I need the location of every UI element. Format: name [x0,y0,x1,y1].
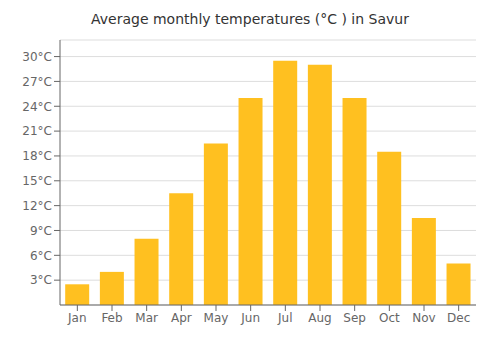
svg-text:May: May [204,311,229,325]
svg-text:Mar: Mar [135,311,158,325]
svg-text:27°C: 27°C [22,75,52,89]
svg-text:24°C: 24°C [22,100,52,114]
svg-text:Sep: Sep [343,311,366,325]
svg-text:Jun: Jun [240,311,260,325]
svg-text:9°C: 9°C [30,224,52,238]
svg-text:30°C: 30°C [22,50,52,64]
svg-text:Dec: Dec [447,311,470,325]
svg-text:15°C: 15°C [22,174,52,188]
svg-text:12°C: 12°C [22,199,52,213]
svg-text:Aug: Aug [308,311,331,325]
svg-text:Jan: Jan [67,311,87,325]
svg-text:Nov: Nov [412,311,435,325]
svg-text:21°C: 21°C [22,124,52,138]
svg-text:Feb: Feb [101,311,122,325]
svg-text:Jul: Jul [277,311,292,325]
svg-text:18°C: 18°C [22,149,52,163]
svg-text:Apr: Apr [171,311,192,325]
svg-text:3°C: 3°C [30,273,52,287]
svg-text:6°C: 6°C [30,249,52,263]
html-text:Average monthly temperatures (: Average monthly temperatures (°C ) in Sa… [91,11,409,27]
svg-text:Oct: Oct [379,311,400,325]
